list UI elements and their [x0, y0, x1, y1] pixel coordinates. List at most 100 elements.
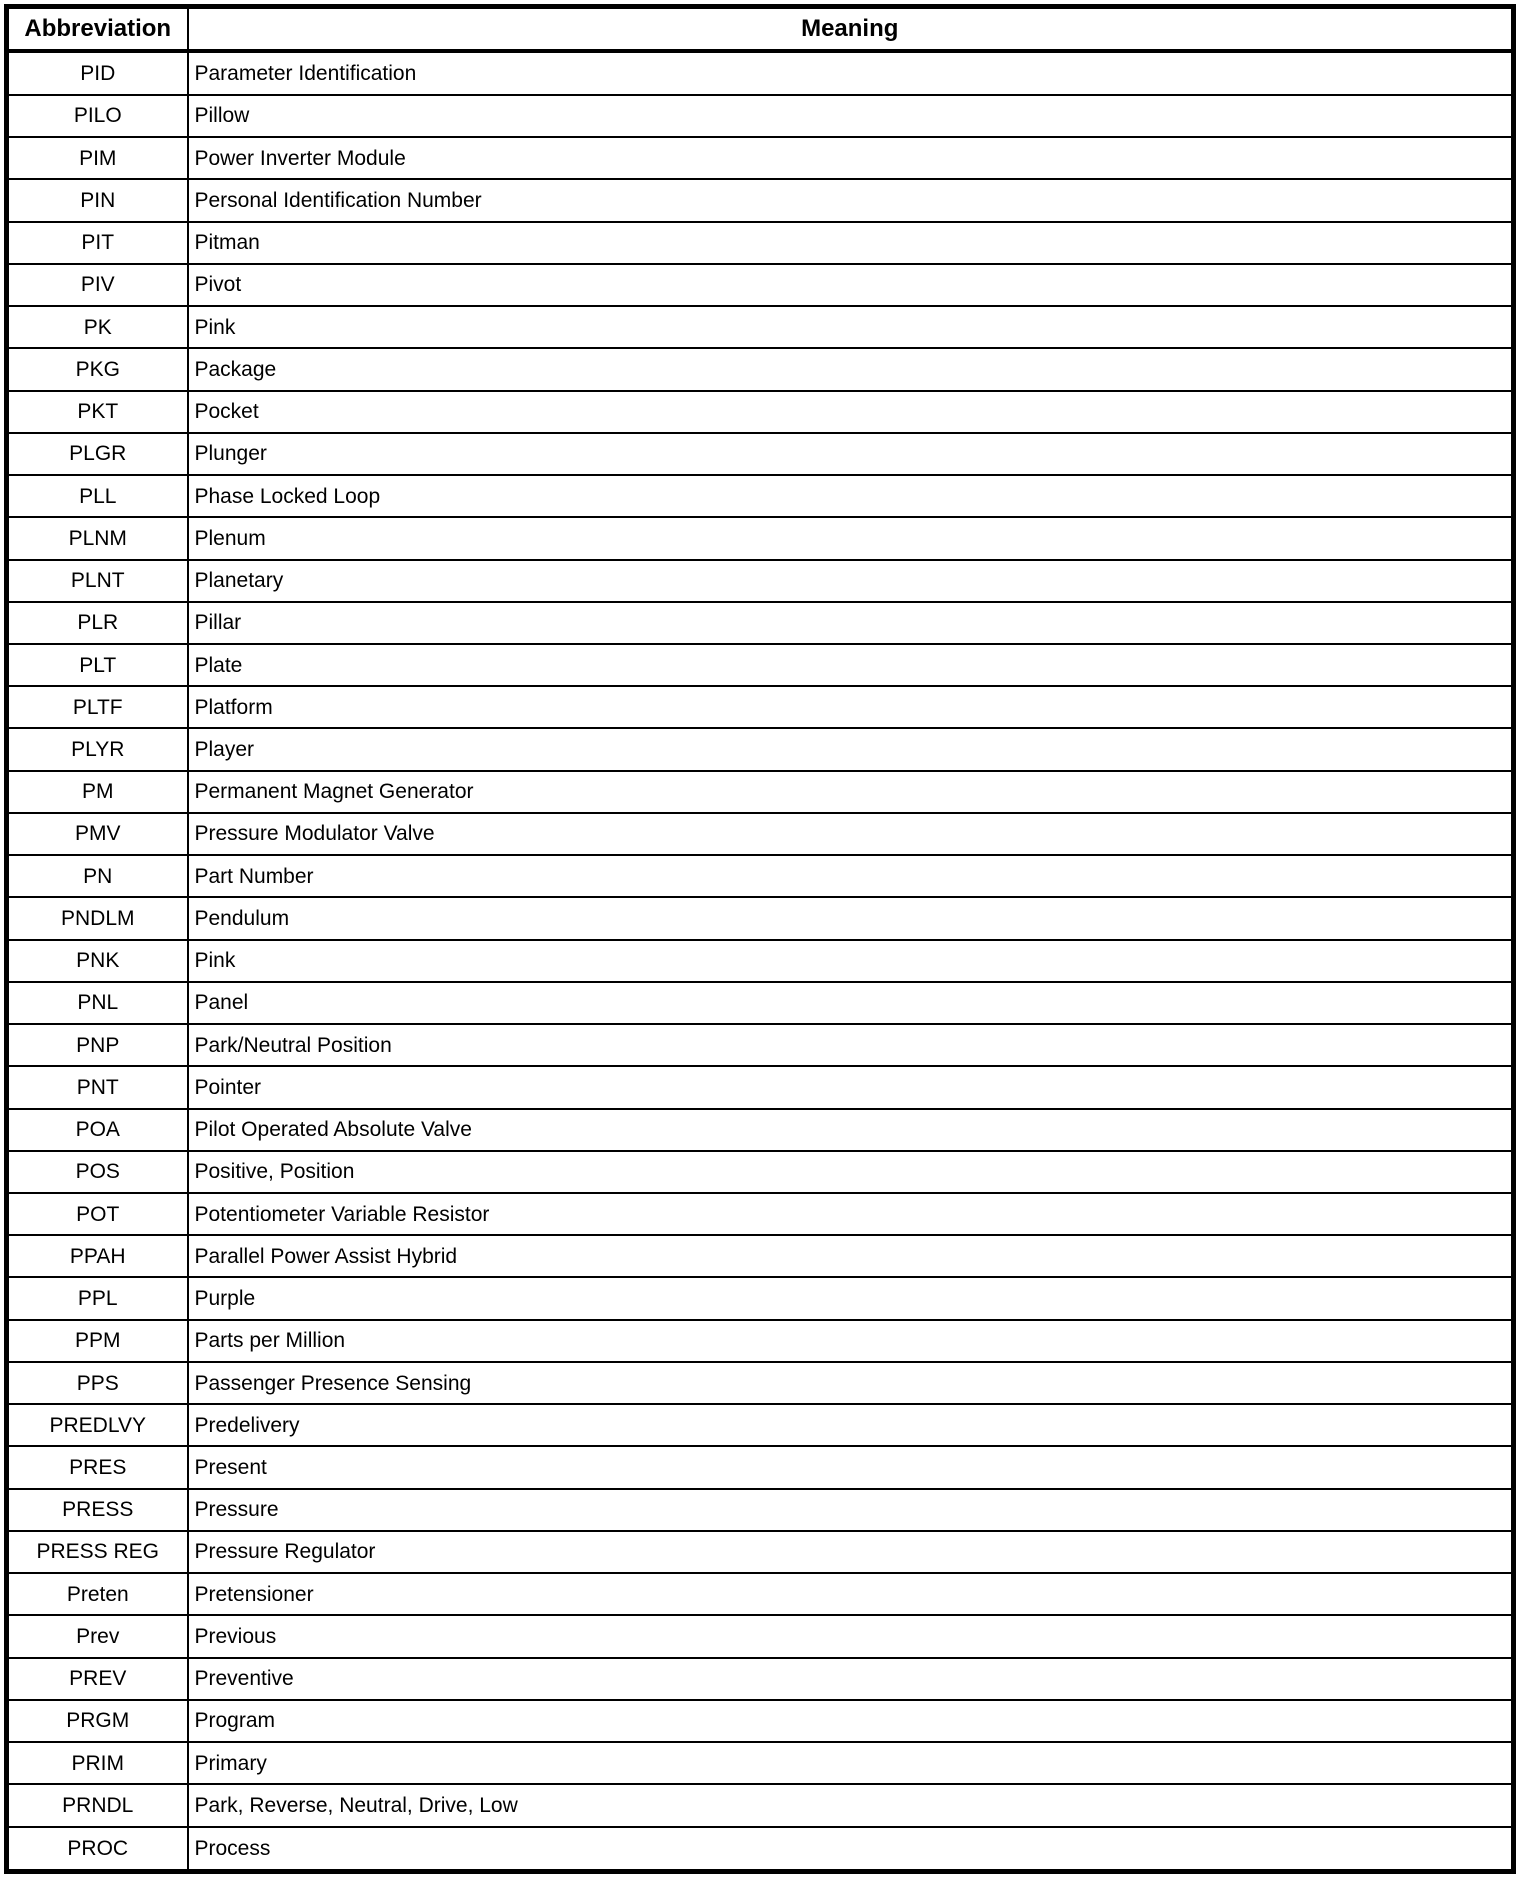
- abbreviation-cell: PIM: [5, 136, 189, 181]
- meaning-cell: Pilot Operated Absolute Valve: [186, 1107, 1515, 1152]
- table-row: PKG Package: [5, 347, 1515, 392]
- column-header-meaning: Meaning: [186, 5, 1515, 53]
- table-row: PREV Preventive: [5, 1656, 1515, 1701]
- meaning-cell: Pillar: [186, 600, 1515, 645]
- abbreviation-cell: PLTF: [5, 685, 189, 730]
- abbreviation-cell: PRNDL: [5, 1783, 189, 1828]
- meaning-cell: Pressure Modulator Valve: [186, 811, 1515, 857]
- abbreviation-cell: PROC: [5, 1825, 189, 1873]
- abbreviation-cell: PLR: [5, 600, 189, 645]
- abbreviation-cell: PLYR: [5, 727, 189, 772]
- header-row: Abbreviation Meaning: [5, 5, 1515, 53]
- table-row: Preten Pretensioner: [5, 1572, 1515, 1617]
- abbreviation-cell: PKG: [5, 347, 189, 392]
- meaning-cell: Pink: [186, 938, 1515, 983]
- table-row: PMV Pressure Modulator Valve: [5, 811, 1515, 857]
- meaning-cell: Passenger Presence Sensing: [186, 1360, 1515, 1406]
- table-row: Prev Previous: [5, 1614, 1515, 1659]
- meaning-cell: Plate: [186, 642, 1515, 688]
- meaning-cell: Pink: [186, 305, 1515, 350]
- table-row: PIT Pitman: [5, 220, 1515, 265]
- meaning-cell: Potentiometer Variable Resistor: [186, 1192, 1515, 1237]
- table-row: PLL Phase Locked Loop: [5, 474, 1515, 519]
- abbreviation-cell: PMV: [5, 811, 189, 857]
- meaning-cell: Purple: [186, 1276, 1515, 1321]
- abbreviation-cell: PK: [5, 305, 189, 350]
- meaning-cell: Present: [186, 1445, 1515, 1490]
- table-row: PLTF Platform: [5, 685, 1515, 730]
- abbreviation-cell: Preten: [5, 1572, 189, 1617]
- table-row: PIM Power Inverter Module: [5, 136, 1515, 181]
- table-row: PNDLM Pendulum: [5, 896, 1515, 941]
- table-row: PRES Present: [5, 1445, 1515, 1490]
- abbreviation-cell: Prev: [5, 1614, 189, 1659]
- table-row: PKT Pocket: [5, 389, 1515, 434]
- abbreviation-cell: PLT: [5, 642, 189, 688]
- abbreviation-cell: PLNT: [5, 558, 189, 603]
- table-row: PLGR Plunger: [5, 431, 1515, 477]
- meaning-cell: Pressure: [186, 1487, 1515, 1532]
- abbreviation-cell: POA: [5, 1107, 189, 1152]
- abbreviation-cell: PLGR: [5, 431, 189, 477]
- table-row: PNP Park/Neutral Position: [5, 1023, 1515, 1068]
- meaning-cell: Primary: [186, 1741, 1515, 1786]
- abbreviation-cell: PILO: [5, 93, 189, 139]
- table-row: PIN Personal Identification Number: [5, 178, 1515, 223]
- abbreviation-cell: PIV: [5, 262, 189, 308]
- meaning-cell: Pendulum: [186, 896, 1515, 941]
- abbreviation-cell: PNL: [5, 980, 189, 1026]
- table-row: PILO Pillow: [5, 93, 1515, 139]
- table-row: PRNDL Park, Reverse, Neutral, Drive, Low: [5, 1783, 1515, 1828]
- meaning-cell: Pointer: [186, 1065, 1515, 1110]
- column-header-abbreviation: Abbreviation: [5, 5, 189, 53]
- meaning-cell: Parameter Identification: [186, 50, 1515, 96]
- table-row: PNT Pointer: [5, 1065, 1515, 1110]
- table-row: PN Part Number: [5, 854, 1515, 899]
- meaning-cell: Previous: [186, 1614, 1515, 1659]
- abbreviation-cell: PNDLM: [5, 896, 189, 941]
- abbreviation-cell: POS: [5, 1149, 189, 1195]
- meaning-cell: Phase Locked Loop: [186, 474, 1515, 519]
- meaning-cell: Personal Identification Number: [186, 178, 1515, 223]
- table-row: PRESS REG Pressure Regulator: [5, 1529, 1515, 1575]
- meaning-cell: Pillow: [186, 93, 1515, 139]
- abbreviation-cell: PID: [5, 50, 189, 96]
- meaning-cell: Package: [186, 347, 1515, 392]
- meaning-cell: Part Number: [186, 854, 1515, 899]
- meaning-cell: Platform: [186, 685, 1515, 730]
- table-row: PRIM Primary: [5, 1741, 1515, 1786]
- abbreviation-cell: PRESS: [5, 1487, 189, 1532]
- table-row: POT Potentiometer Variable Resistor: [5, 1192, 1515, 1237]
- abbreviation-cell: PRESS REG: [5, 1529, 189, 1575]
- meaning-cell: Park/Neutral Position: [186, 1023, 1515, 1068]
- table-row: PLNT Planetary: [5, 558, 1515, 603]
- table-row: PM Permanent Magnet Generator: [5, 769, 1515, 814]
- abbreviation-cell: PRES: [5, 1445, 189, 1490]
- meaning-cell: Process: [186, 1825, 1515, 1873]
- abbreviation-cell: PRIM: [5, 1741, 189, 1786]
- abbreviation-cell: POT: [5, 1192, 189, 1237]
- meaning-cell: Plenum: [186, 516, 1515, 561]
- table-row: PREDLVY Predelivery: [5, 1403, 1515, 1448]
- abbreviation-cell: PPS: [5, 1360, 189, 1406]
- abbreviation-cell: PLL: [5, 474, 189, 519]
- abbreviation-cell: PREV: [5, 1656, 189, 1701]
- meaning-cell: Panel: [186, 980, 1515, 1026]
- table-row: PRESS Pressure: [5, 1487, 1515, 1532]
- meaning-cell: Power Inverter Module: [186, 136, 1515, 181]
- abbreviation-cell: PLNM: [5, 516, 189, 561]
- abbreviation-cell: PNT: [5, 1065, 189, 1110]
- meaning-cell: Pivot: [186, 262, 1515, 308]
- table-row: PRGM Program: [5, 1698, 1515, 1744]
- meaning-cell: Planetary: [186, 558, 1515, 603]
- table-row: PLNM Plenum: [5, 516, 1515, 561]
- table-row: PNK Pink: [5, 938, 1515, 983]
- abbreviation-cell: PREDLVY: [5, 1403, 189, 1448]
- table-row: PLYR Player: [5, 727, 1515, 772]
- table-row: PPL Purple: [5, 1276, 1515, 1321]
- meaning-cell: Predelivery: [186, 1403, 1515, 1448]
- meaning-cell: Park, Reverse, Neutral, Drive, Low: [186, 1783, 1515, 1828]
- abbreviation-glossary-table: Abbreviation Meaning PID Parameter Ident…: [4, 4, 1516, 1874]
- abbreviation-cell: PKT: [5, 389, 189, 434]
- abbreviation-cell: PPM: [5, 1318, 189, 1363]
